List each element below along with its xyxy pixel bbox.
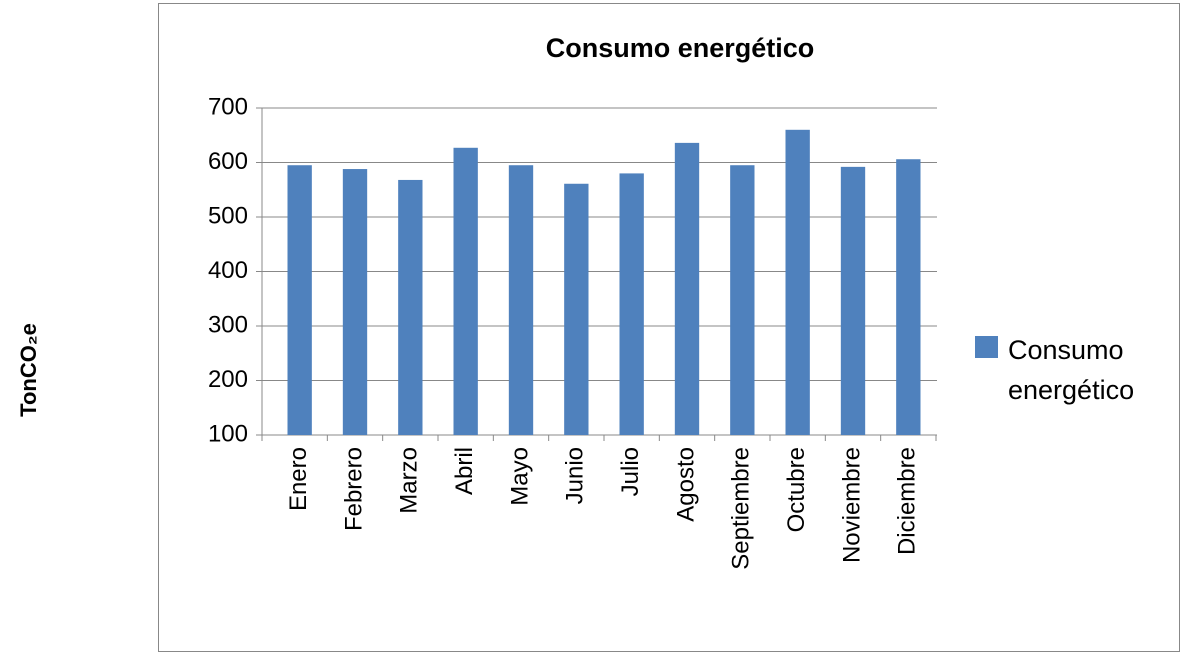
- x-tick-label: Mayo: [506, 447, 533, 506]
- x-tick-label: Febrero: [340, 447, 367, 531]
- bar: [564, 183, 589, 435]
- bar: [730, 165, 755, 435]
- y-tick-label: 400: [208, 257, 248, 284]
- x-tick-label: Noviembre: [838, 447, 865, 563]
- y-tick-label: 300: [208, 311, 248, 338]
- chart-border: [158, 3, 1180, 652]
- bar: [674, 142, 700, 435]
- y-axis-title: TonCO₂e: [16, 323, 41, 417]
- x-tick-label: Diciembre: [894, 447, 921, 555]
- x-tick-label: Marzo: [396, 447, 423, 514]
- x-tick-label: Agosto: [672, 447, 699, 522]
- y-tick-label: 600: [208, 148, 248, 175]
- x-tick-label: Junio: [562, 447, 589, 504]
- chart-title: Consumo energético: [546, 33, 815, 63]
- bar: [398, 179, 423, 435]
- legend-swatch: [975, 336, 998, 358]
- y-tick-label: 100: [208, 420, 248, 447]
- x-tick-label: Octubre: [783, 447, 810, 532]
- x-tick-label: Septiembre: [728, 447, 755, 570]
- bar: [896, 159, 921, 436]
- y-tick-label: 700: [208, 93, 248, 120]
- y-tick-label: 500: [208, 202, 248, 229]
- bar: [619, 173, 644, 435]
- bar: [840, 166, 866, 436]
- bar: [342, 169, 368, 436]
- bar: [785, 129, 810, 436]
- legend-label: Consumo energético: [1008, 335, 1135, 405]
- x-tick-label: Abril: [451, 447, 478, 495]
- bar: [508, 165, 534, 435]
- bar: [453, 147, 478, 435]
- x-tick-label: Julio: [617, 447, 644, 496]
- x-tick-label: Enero: [285, 447, 312, 511]
- y-tick-label: 200: [208, 366, 248, 393]
- bar: [287, 165, 312, 435]
